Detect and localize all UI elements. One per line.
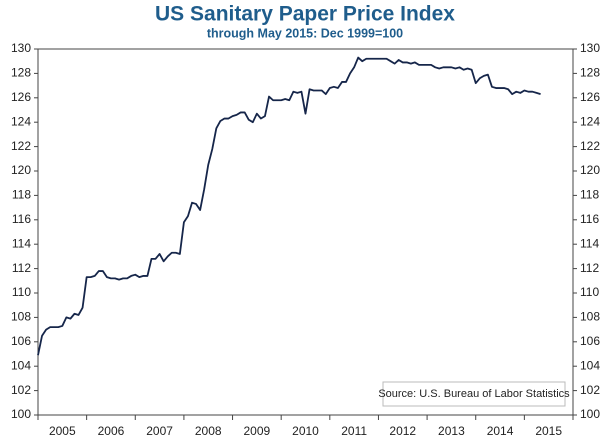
x-tick-label: 2007 [146, 424, 173, 438]
x-tick-label: 2010 [292, 424, 319, 438]
y2-tick-label: 114 [580, 236, 599, 250]
chart-subtitle: through May 2015: Dec 1999=100 [207, 26, 403, 40]
x-tick-label: 2006 [98, 424, 125, 438]
y-tick-label: 130 [11, 41, 31, 55]
x-tick-label: 2015 [535, 424, 562, 438]
y-tick-label: 106 [11, 334, 31, 348]
x-tick-label: 2012 [389, 424, 416, 438]
y2-tick-label: 106 [580, 334, 600, 348]
y2-tick-label: 110 [580, 285, 599, 299]
y-tick-label: 122 [11, 139, 31, 153]
y2-tick-label: 100 [580, 407, 600, 421]
y2-tick-label: 118 [580, 188, 599, 202]
x-tick-label: 2008 [195, 424, 222, 438]
x-tick-label: 2011 [341, 424, 367, 438]
x-tick-label: 2005 [49, 424, 76, 438]
y-tick-label: 108 [11, 310, 31, 324]
y-tick-label: 118 [12, 188, 31, 202]
line-series [37, 56, 541, 356]
y-tick-label: 128 [11, 66, 31, 80]
y-tick-label: 116 [12, 212, 31, 226]
y2-tick-label: 124 [580, 114, 600, 128]
y-tick-label: 110 [12, 285, 31, 299]
x-tick-label: 2013 [438, 424, 465, 438]
y2-tick-label: 128 [580, 66, 600, 80]
y-tick-label: 102 [11, 383, 31, 397]
y-tick-label: 124 [11, 114, 31, 128]
y2-tick-label: 116 [580, 212, 599, 226]
y2-tick-label: 104 [580, 358, 600, 372]
y-tick-label: 120 [11, 163, 31, 177]
y2-tick-label: 112 [580, 261, 599, 275]
y2-tick-label: 130 [580, 41, 600, 55]
x-tick-label: 2014 [487, 424, 514, 438]
y2-tick-label: 108 [580, 310, 600, 324]
y2-tick-label: 120 [580, 163, 600, 177]
plot-frame [37, 48, 574, 416]
chart-title: US Sanitary Paper Price Index [155, 3, 455, 26]
y-tick-label: 126 [11, 90, 31, 104]
y-tick-label: 112 [12, 261, 31, 275]
y-tick-label: 114 [12, 236, 31, 250]
y2-tick-label: 122 [580, 139, 600, 153]
y-tick-label: 100 [11, 407, 31, 421]
y2-tick-label: 102 [580, 383, 600, 397]
source-box [382, 381, 566, 407]
y2-tick-label: 126 [580, 90, 600, 104]
y-tick-label: 104 [11, 358, 31, 372]
x-tick-label: 2009 [244, 424, 271, 438]
source-note: Source: U.S. Bureau of Labor Statistics [378, 388, 570, 400]
